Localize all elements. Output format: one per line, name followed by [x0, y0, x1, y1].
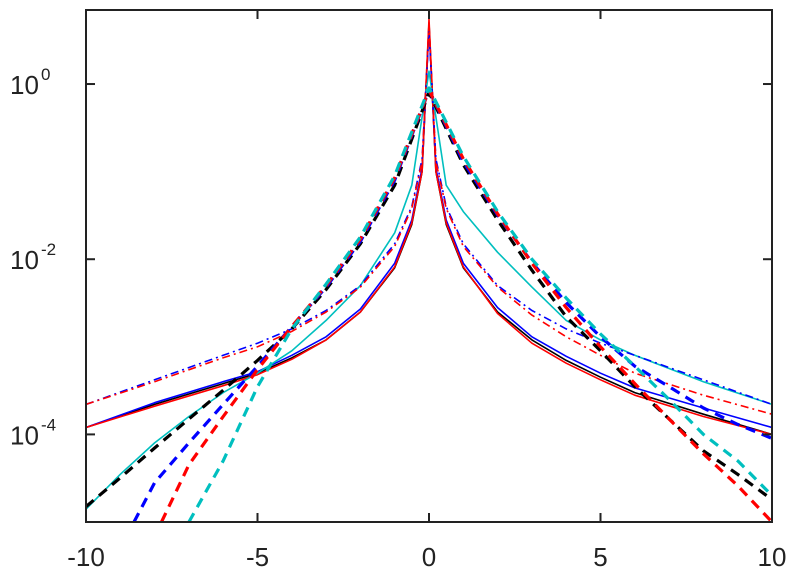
y-tick-label-exponent: -4: [41, 415, 56, 434]
series-line-5: [86, 30, 772, 406]
x-tick-label: 0: [422, 542, 436, 572]
series-layer: [86, 18, 772, 522]
x-tick-label: 5: [593, 542, 607, 572]
series-line-6: [86, 23, 772, 415]
x-tick-label: -10: [67, 542, 105, 572]
series-line-10: [187, 86, 772, 522]
series-line-1: [86, 21, 772, 436]
x-tick-label: -5: [246, 542, 269, 572]
y-tick-label-base: 10: [10, 70, 39, 100]
x-tick-label: 10: [758, 542, 787, 572]
ticks-layer: [85, 10, 773, 522]
y-tick-label-base: 10: [10, 245, 39, 275]
y-tick-label-base: 10: [10, 420, 39, 450]
series-line-4: [86, 70, 772, 510]
series-line-8: [132, 88, 772, 522]
series-line-3: [86, 18, 772, 436]
series-line-9: [160, 88, 772, 522]
series-line-7: [86, 90, 772, 508]
y-tick-label-exponent: 0: [41, 65, 50, 84]
y-tick-label-exponent: -2: [41, 240, 56, 259]
